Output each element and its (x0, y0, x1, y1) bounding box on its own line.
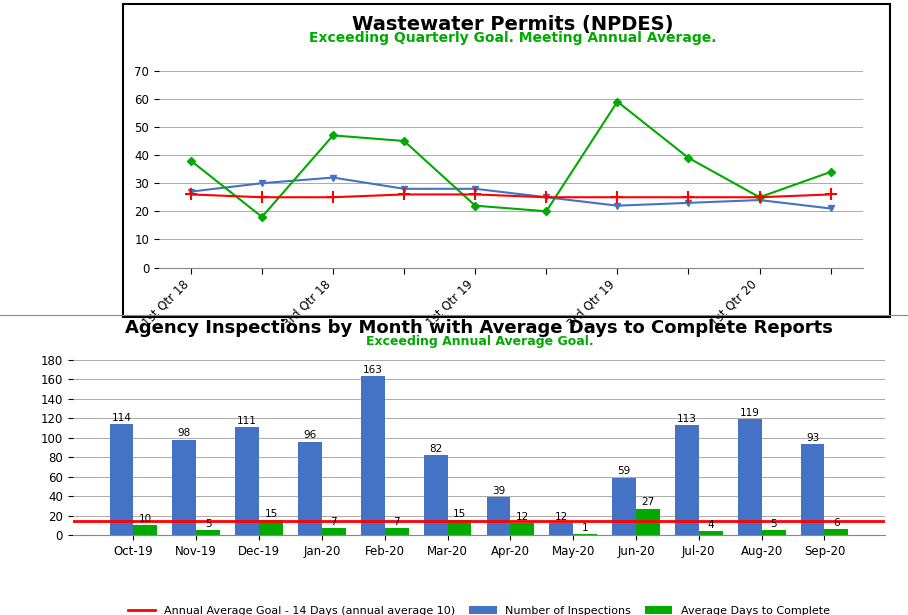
Bar (110, 424, 133, 535)
Bar (549, 523, 573, 535)
Bar (487, 497, 510, 535)
Quarterly Goal (541, 194, 552, 201)
Legend: Received Applications, Application Decisions, Quarterly Goal: Received Applications, Application Decis… (276, 364, 745, 384)
Received Applications (683, 199, 694, 207)
Application Decisions (328, 132, 339, 139)
Application Decisions (469, 202, 480, 209)
Line: Application Decisions: Application Decisions (188, 99, 834, 220)
Bar (173, 440, 196, 535)
Quarterly Goal (825, 191, 836, 198)
Received Applications (185, 188, 196, 196)
Text: 12: 12 (516, 512, 529, 522)
Text: 39: 39 (492, 486, 505, 496)
Text: 96: 96 (303, 430, 317, 440)
Bar (612, 478, 636, 535)
Received Applications (612, 202, 623, 209)
Text: 5: 5 (770, 518, 777, 529)
Received Applications (754, 196, 765, 204)
Quarterly Goal (328, 194, 339, 201)
Bar (675, 425, 699, 535)
Received Applications (399, 185, 410, 192)
Text: 5: 5 (205, 518, 212, 529)
Application Decisions (683, 154, 694, 162)
Bar (573, 534, 597, 535)
Received Applications (328, 174, 339, 181)
Text: 15: 15 (264, 509, 278, 519)
Text: 7: 7 (331, 517, 337, 527)
Text: Exceeding Quarterly Goal. Meeting Annual Average.: Exceeding Quarterly Goal. Meeting Annual… (310, 31, 716, 45)
Annual Average Goal - 14 Days (annual average 10) (128, 518, 139, 525)
Quarterly Goal (469, 191, 480, 198)
Bar (801, 445, 824, 535)
Bar (235, 427, 259, 535)
Line: Quarterly Goal: Quarterly Goal (185, 189, 836, 203)
Bar (133, 525, 157, 535)
Text: 119: 119 (740, 408, 760, 418)
Received Applications (825, 205, 836, 212)
Quarterly Goal (257, 194, 268, 201)
Text: 163: 163 (363, 365, 383, 375)
Text: 59: 59 (617, 466, 631, 476)
Bar (196, 530, 220, 535)
Application Decisions (399, 137, 410, 145)
Bar (510, 523, 534, 535)
Bar (385, 528, 409, 535)
Text: 1: 1 (582, 523, 588, 533)
Quarterly Goal (399, 191, 410, 198)
Text: 10: 10 (139, 514, 152, 524)
Application Decisions (754, 194, 765, 201)
Application Decisions (541, 208, 552, 215)
Quarterly Goal (754, 194, 765, 201)
Line: Received Applications: Received Applications (187, 174, 834, 212)
Text: Exceeding Annual Average Goal.: Exceeding Annual Average Goal. (366, 335, 593, 348)
Text: 111: 111 (237, 416, 257, 426)
Text: 15: 15 (453, 509, 466, 519)
Bar (259, 520, 283, 535)
Application Decisions (185, 157, 196, 164)
Application Decisions (825, 169, 836, 176)
Bar (448, 520, 471, 535)
Text: 12: 12 (555, 512, 568, 522)
Bar (298, 442, 322, 535)
Quarterly Goal (185, 191, 196, 198)
Text: 7: 7 (393, 517, 400, 527)
Bar (424, 455, 448, 535)
Application Decisions (612, 98, 623, 105)
Bar (636, 509, 660, 535)
Received Applications (541, 194, 552, 201)
Text: 98: 98 (178, 428, 191, 438)
Quarterly Goal (683, 194, 694, 201)
Text: Agency Inspections by Month with Average Days to Complete Reports: Agency Inspections by Month with Average… (125, 319, 834, 336)
Bar (322, 528, 346, 535)
Bar (824, 529, 848, 535)
Received Applications (257, 180, 268, 187)
Quarterly Goal (612, 194, 623, 201)
Text: 6: 6 (834, 518, 840, 528)
Annual Average Goal - 14 Days (annual average 10) (191, 518, 202, 525)
Bar (738, 419, 762, 535)
Bar (762, 530, 785, 535)
Bar (699, 531, 723, 535)
Text: 114: 114 (112, 413, 132, 423)
Application Decisions (257, 213, 268, 221)
Received Applications (469, 185, 480, 192)
Text: 93: 93 (806, 433, 819, 443)
Text: 27: 27 (641, 498, 655, 507)
Text: 113: 113 (677, 413, 696, 424)
Text: 4: 4 (707, 520, 714, 530)
Bar (360, 376, 385, 535)
Legend: Annual Average Goal - 14 Days (annual average 10), Number of Inspections, Averag: Annual Average Goal - 14 Days (annual av… (123, 601, 834, 615)
Text: Wastewater Permits (NPDES): Wastewater Permits (NPDES) (352, 15, 674, 34)
Text: 82: 82 (429, 444, 442, 454)
